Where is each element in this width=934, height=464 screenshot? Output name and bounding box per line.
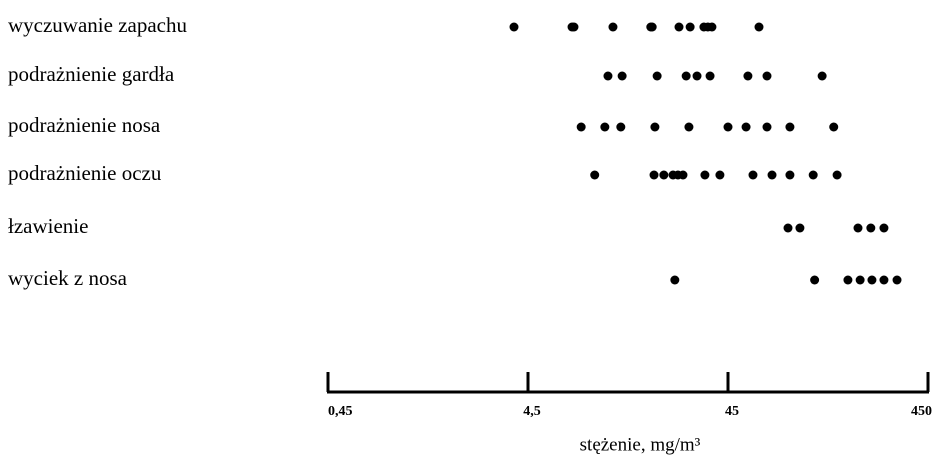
dot	[879, 275, 889, 285]
dot	[832, 170, 842, 180]
category-label: podrażnienie oczu	[8, 161, 162, 185]
dot	[659, 170, 669, 180]
dot	[785, 170, 795, 180]
dot	[855, 275, 865, 285]
dot	[743, 71, 753, 81]
dot	[705, 71, 715, 81]
category-label: wyczuwanie zapachu	[8, 13, 187, 37]
x-tick-label: 450	[911, 404, 932, 419]
dot	[748, 170, 758, 180]
dot	[647, 22, 657, 32]
dot	[892, 275, 902, 285]
dot	[576, 122, 586, 132]
category-label: łzawienie	[8, 214, 88, 238]
dot	[670, 275, 680, 285]
dot	[681, 71, 691, 81]
dot	[603, 71, 613, 81]
dot	[762, 71, 772, 81]
dot	[754, 22, 764, 32]
dot	[674, 22, 684, 32]
category-label: podrażnienie nosa	[8, 113, 161, 137]
dot	[829, 122, 839, 132]
dot	[853, 223, 863, 233]
dot	[723, 122, 733, 132]
dot	[783, 223, 793, 233]
dot	[650, 122, 660, 132]
dot	[810, 275, 820, 285]
dot	[608, 22, 618, 32]
x-tick-label: 0,45	[328, 404, 353, 419]
dot	[685, 22, 695, 32]
x-tick-label: 4,5	[523, 404, 541, 419]
dot	[590, 170, 600, 180]
dot	[617, 71, 627, 81]
category-label: podrażnienie gardła	[8, 62, 175, 86]
category-label: wyciek z nosa	[8, 266, 128, 290]
dot	[600, 122, 610, 132]
dot	[879, 223, 889, 233]
dot	[867, 275, 877, 285]
dot	[762, 122, 772, 132]
dot	[866, 223, 876, 233]
dot	[700, 170, 710, 180]
dot	[741, 122, 751, 132]
dot	[509, 22, 519, 32]
dot	[678, 170, 688, 180]
x-axis-label: stężenie, mg/m³	[580, 434, 701, 455]
dot	[692, 71, 702, 81]
dot	[616, 122, 626, 132]
dot	[652, 71, 662, 81]
dot	[715, 170, 725, 180]
dot	[843, 275, 853, 285]
dot	[795, 223, 805, 233]
dot	[649, 170, 659, 180]
dot	[684, 122, 694, 132]
dot	[808, 170, 818, 180]
dot	[817, 71, 827, 81]
dot	[569, 22, 579, 32]
dot	[707, 22, 717, 32]
dot	[767, 170, 777, 180]
dot	[785, 122, 795, 132]
x-tick-label: 45	[725, 404, 739, 419]
